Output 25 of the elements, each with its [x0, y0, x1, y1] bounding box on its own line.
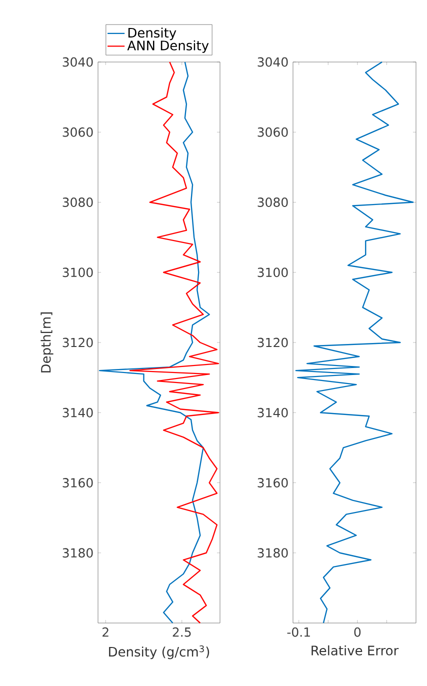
- y-tick-label: 3180: [62, 548, 93, 558]
- y-tick-label: 3080: [258, 198, 288, 207]
- y-tick-label: 3120: [62, 338, 93, 348]
- y-tick-label: 3040: [258, 57, 288, 67]
- x-tick-label: 0: [354, 627, 361, 637]
- x-tick-label: 2: [102, 627, 108, 637]
- y-tick-label: 3160: [62, 478, 93, 488]
- y-tick-label: 3120: [258, 338, 288, 348]
- x-tick-label: 2.5: [172, 627, 191, 637]
- y-tick-label: 3180: [258, 548, 288, 558]
- legend-label: Density: [128, 28, 176, 40]
- y-tick-label: 3140: [62, 408, 93, 418]
- y-tick-label: 3080: [62, 198, 93, 207]
- y-tick-label: 3100: [62, 268, 93, 278]
- x-tick-label: -0.1: [287, 627, 310, 637]
- legend-label: ANN Density: [127, 40, 209, 53]
- y-axis-title: Depth[m]: [40, 312, 54, 372]
- y-tick-label: 3160: [258, 478, 288, 488]
- y-tick-label: 3100: [258, 268, 288, 278]
- y-tick-label: 3060: [258, 127, 288, 137]
- x-axis-title: Density (g/cm$^{3}$): [109, 645, 210, 660]
- y-tick-label: 3040: [62, 57, 93, 67]
- x-axis-title: Relative Error: [312, 645, 399, 656]
- y-tick-label: 3060: [62, 127, 93, 137]
- y-tick-label: 3140: [258, 408, 288, 418]
